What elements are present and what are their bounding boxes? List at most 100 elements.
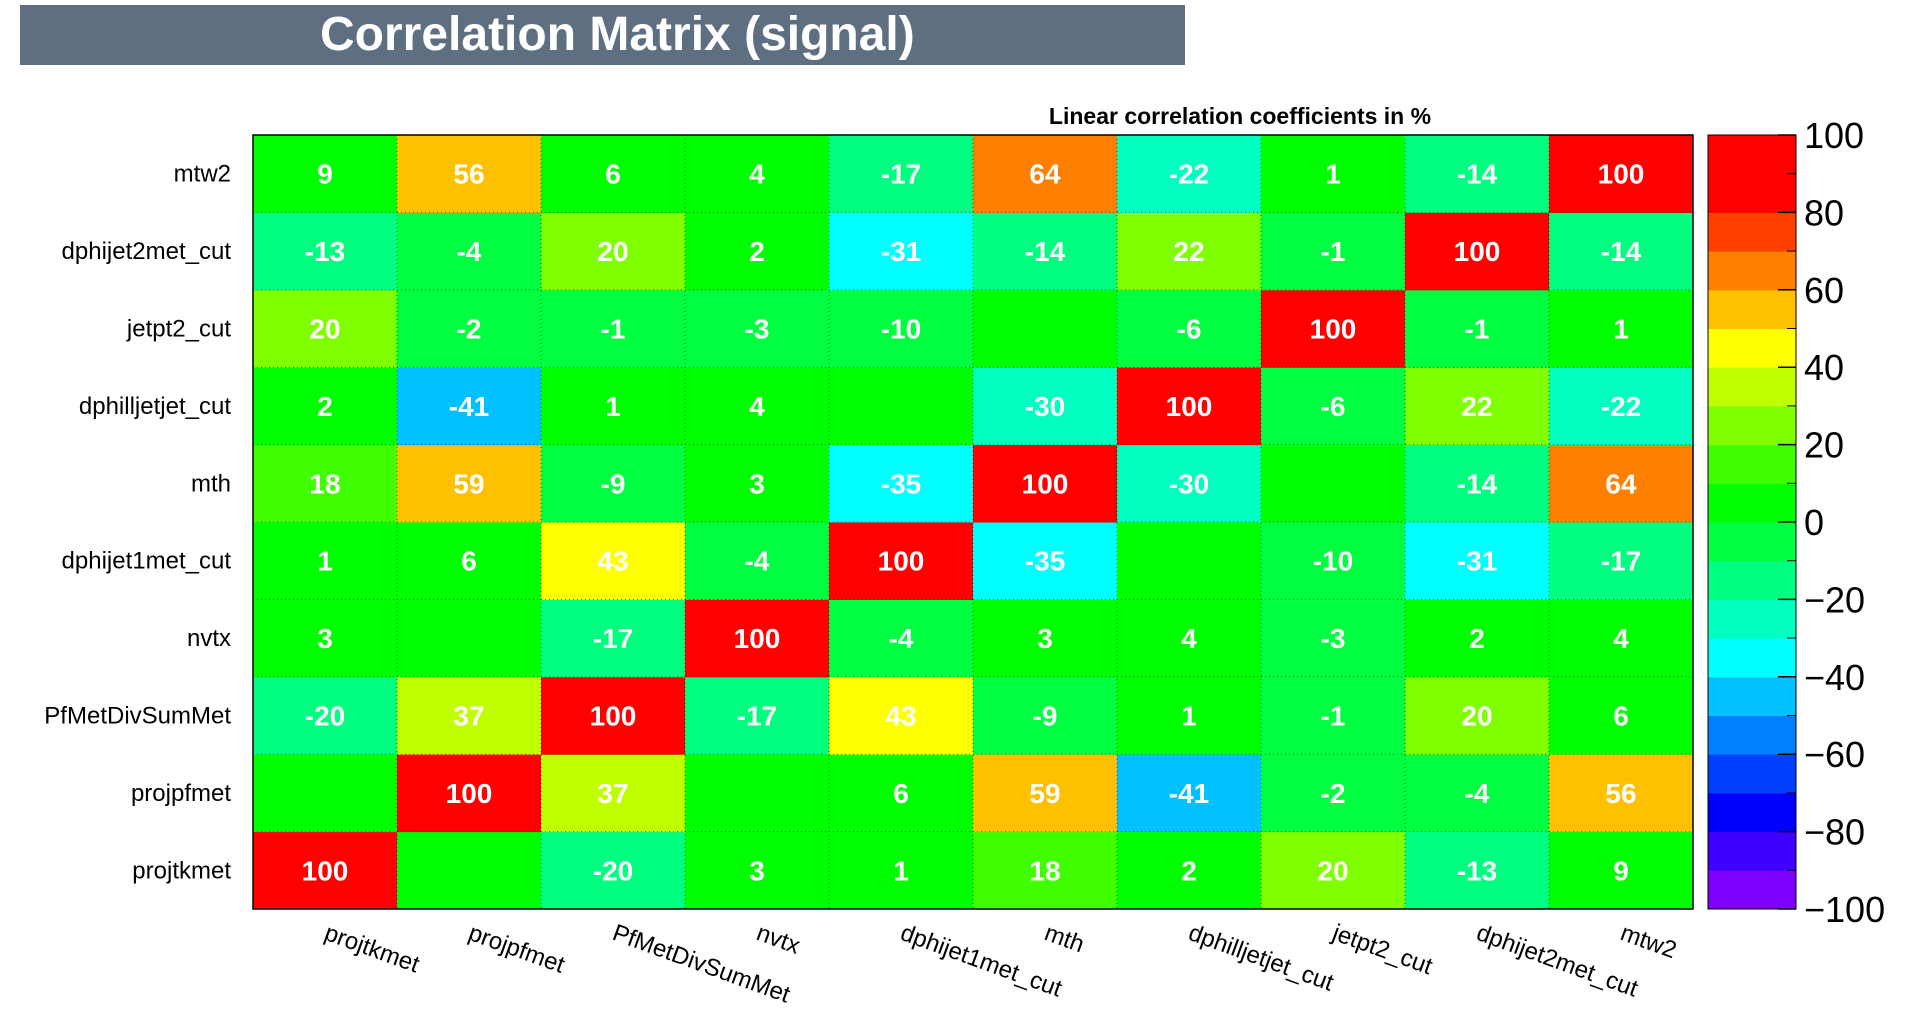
heatmap-cell — [253, 289, 398, 368]
heatmap-cell — [253, 367, 398, 446]
colorbar-segment — [1708, 367, 1796, 407]
heatmap-cell — [1117, 831, 1262, 910]
x-tick-label: projtkmet — [321, 919, 423, 978]
cell-value-label: 20 — [1317, 855, 1348, 886]
heatmap-cell — [973, 135, 1118, 213]
heatmap-cell — [397, 135, 542, 213]
cell-value-label: 100 — [734, 623, 781, 654]
cell-value-label: -3 — [745, 314, 770, 345]
cell-value-label: -13 — [305, 236, 345, 267]
cell-value-label: 4 — [1181, 623, 1197, 654]
cell-value-label: -17 — [1601, 546, 1641, 577]
cell-value-label: 59 — [453, 468, 484, 499]
cell-value-label: 100 — [1454, 236, 1501, 267]
heatmap-cell — [1405, 444, 1550, 523]
x-tick-label: mtw2 — [1617, 919, 1680, 964]
cell-value-label: -17 — [881, 159, 921, 190]
y-tick-label: PfMetDivSumMet — [44, 703, 231, 730]
heatmap-cell — [1117, 754, 1262, 833]
heatmap-cell — [541, 212, 686, 291]
colorbar-tick-label: −20 — [1804, 579, 1865, 620]
cell-value-label: -20 — [305, 701, 345, 732]
y-axis-labels: projtkmet projpfmet PfMetDivSumMet nvtx dphi… — [44, 161, 231, 885]
cell-value-label: 1 — [605, 391, 621, 422]
cell-value-label: -22 — [1169, 159, 1209, 190]
color-scale-labels: 100 80 60 40 20 0 −20 −40 −60 −80 −100 — [1778, 115, 1885, 930]
cell-value-label: -4 — [1465, 778, 1490, 809]
cell-value-label: -35 — [881, 468, 921, 499]
cell-value-label: 43 — [597, 546, 628, 577]
heatmap-cell — [253, 676, 398, 755]
cell-value-label: 20 — [597, 236, 628, 267]
cell-value-label: 6 — [893, 778, 909, 809]
heatmap-cell — [1261, 444, 1406, 523]
cell-value-label: 64 — [1029, 159, 1061, 190]
heatmap-cell — [397, 754, 542, 833]
cell-value-label: 43 — [885, 701, 916, 732]
heatmap-cell — [829, 831, 974, 910]
heatmap-cell — [1117, 444, 1262, 523]
cell-value-label: -30 — [1169, 468, 1209, 499]
heatmap-cell — [1405, 522, 1550, 600]
cell-value-label: -30 — [1025, 391, 1065, 422]
heatmap-cell — [1117, 367, 1262, 446]
heatmap-cell — [1261, 522, 1406, 600]
heatmap-cell — [829, 444, 974, 523]
colorbar-tick-label: 40 — [1804, 347, 1844, 388]
heatmap-cell — [397, 676, 542, 755]
heatmap-cell — [1117, 135, 1262, 213]
cell-value-label: 3 — [749, 468, 765, 499]
cell-value-label: 56 — [453, 159, 484, 190]
chart-subtitle: Linear correlation coefficients in % — [1049, 103, 1431, 129]
cell-value-label: -4 — [745, 546, 770, 577]
heatmap-cell — [541, 289, 686, 368]
heatmap-cell — [1117, 676, 1262, 755]
heatmap-cell — [541, 676, 686, 755]
heatmap-cell — [1549, 444, 1694, 523]
heatmap-cell — [829, 212, 974, 291]
cell-value-label: 6 — [461, 546, 477, 577]
cell-value-label: -1 — [1321, 701, 1346, 732]
cell-value-label: -4 — [457, 236, 482, 267]
heatmap-cell — [973, 444, 1118, 523]
heatmap-cell — [253, 599, 398, 678]
cell-value-label: 3 — [1037, 623, 1053, 654]
cell-value-label: 100 — [1022, 468, 1069, 499]
cell-value-label: 2 — [317, 391, 333, 422]
colorbar-segment — [1708, 212, 1796, 252]
colorbar-segment — [1708, 715, 1796, 755]
heatmap-cell — [685, 676, 830, 755]
y-tick-label: projpfmet — [131, 780, 231, 807]
heatmap-cell — [397, 289, 542, 368]
colorbar-segment — [1708, 676, 1796, 716]
heatmap-cell — [1261, 135, 1406, 213]
heatmap-cell — [973, 212, 1118, 291]
title-bar: Correlation Matrix (signal) — [20, 5, 1185, 65]
color-scale-bar — [1707, 134, 1797, 910]
colorbar-segment — [1708, 792, 1796, 833]
heatmap-cell — [541, 444, 686, 523]
y-tick-label: jetpt2_cut — [126, 316, 231, 343]
colorbar-tick-label: 100 — [1804, 115, 1864, 156]
x-tick-label: jetpt2_cut — [1328, 919, 1436, 980]
cell-value-label: 22 — [1461, 391, 1492, 422]
cell-value-label: 59 — [1029, 778, 1060, 809]
heatmap-cell — [541, 522, 686, 600]
cell-value-label: 100 — [590, 701, 637, 732]
x-tick-label: projpfmet — [465, 919, 569, 979]
heatmap-cell — [397, 599, 542, 678]
x-tick-label: dphijet2met_cut — [1473, 919, 1642, 1002]
colorbar-segment — [1708, 483, 1796, 523]
cell-value-label: -17 — [737, 701, 777, 732]
cell-value-label: -14 — [1025, 236, 1066, 267]
colorbar-segment — [1708, 754, 1796, 794]
cell-value-label: 3 — [749, 855, 765, 886]
heatmap-cell — [1261, 212, 1406, 291]
cell-value-label: -35 — [1025, 546, 1065, 577]
heatmap-cell — [685, 289, 830, 368]
colorbar-segment — [1708, 328, 1796, 368]
colorbar-segment — [1708, 560, 1796, 600]
heatmap-cell — [397, 522, 542, 600]
